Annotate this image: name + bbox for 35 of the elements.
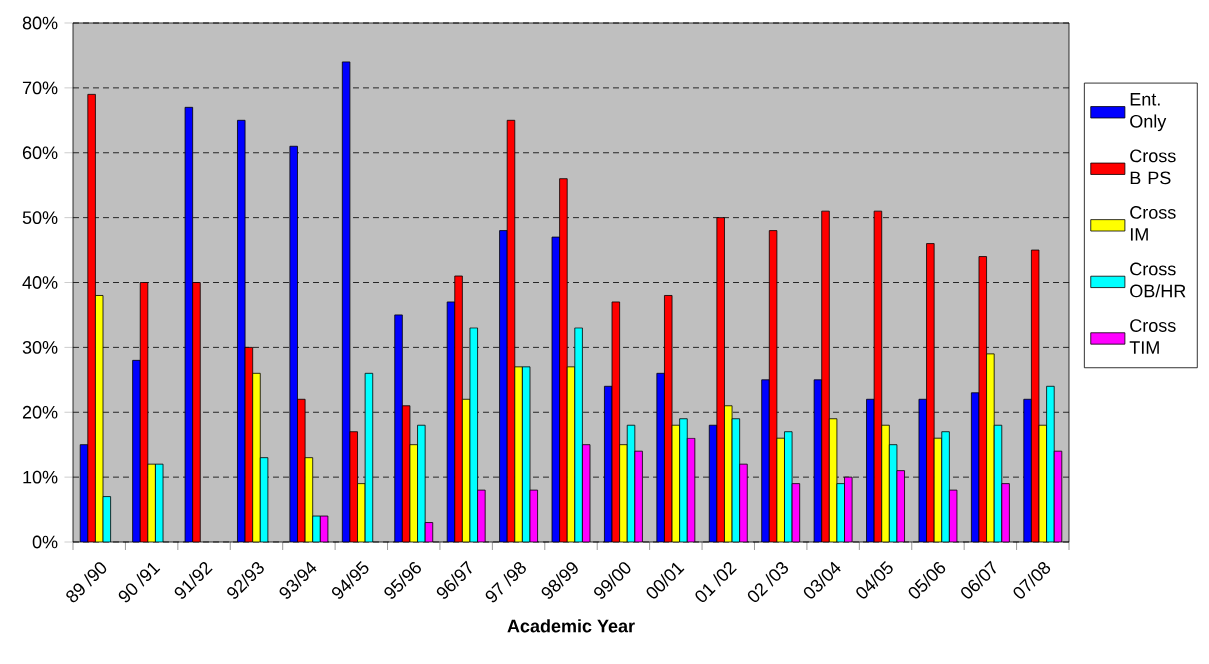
y-tick-label: 60% xyxy=(22,146,58,160)
y-tick-label: 70% xyxy=(22,81,58,95)
bar xyxy=(619,444,628,542)
bar xyxy=(986,353,995,542)
legend-label: Cross OB/HR xyxy=(1130,262,1186,298)
bar xyxy=(192,282,201,542)
bar xyxy=(559,178,568,542)
bar xyxy=(1001,483,1010,542)
bar xyxy=(881,424,890,542)
bar xyxy=(87,93,96,542)
bar xyxy=(926,243,935,542)
bar xyxy=(634,450,643,542)
y-tick-label: 10% xyxy=(23,470,58,484)
y-tick-label: 40% xyxy=(22,276,58,289)
bar xyxy=(454,275,463,542)
legend-label: Cross TIM xyxy=(1129,319,1176,354)
bar xyxy=(739,463,748,542)
y-tick-label: 0% xyxy=(32,535,58,549)
x-tick-label: 90 /91 xyxy=(118,562,161,603)
x-tick-label: 02 /03 xyxy=(747,562,789,603)
y-tick-label: 80% xyxy=(22,16,58,30)
bar xyxy=(147,463,156,542)
bar xyxy=(514,366,523,542)
x-tick-label: 97 /98 xyxy=(485,562,526,603)
y-tick-label: 30% xyxy=(22,340,58,354)
legend-label: Cross B PS xyxy=(1130,149,1176,185)
bar xyxy=(252,372,261,542)
x-tick-label: 01 /02 xyxy=(695,562,737,603)
x-tick-label: 89 /90 xyxy=(66,562,107,603)
legend-label: Ent. Only xyxy=(1130,93,1167,132)
legend-label: Cross IM xyxy=(1130,206,1176,241)
x-axis-title: Academic Year xyxy=(507,619,635,633)
y-tick-label: 20% xyxy=(22,405,58,419)
y-tick-label: 50% xyxy=(22,211,58,225)
bar xyxy=(821,210,830,542)
